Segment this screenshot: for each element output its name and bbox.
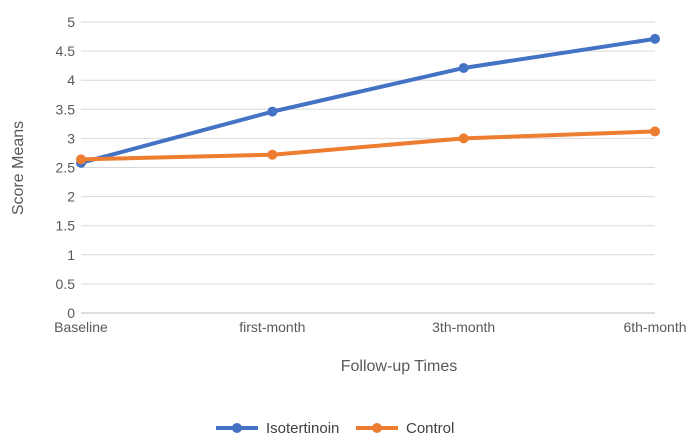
series-line: [79, 36, 657, 165]
series-group: [76, 126, 660, 165]
y-tick-label: 4: [67, 72, 75, 88]
legend-label: Control: [406, 420, 454, 434]
legend-point-marker: [372, 423, 382, 433]
x-axis-ticks: Baseline first-month 3th-month 6th-month: [54, 319, 686, 335]
series-line: [79, 129, 657, 162]
y-tick-label: 4.5: [56, 43, 76, 59]
x-axis-title: Follow-up Times: [341, 358, 457, 375]
legend-item: Control: [356, 420, 454, 434]
y-tick-label: 5: [67, 14, 75, 30]
data-point: [650, 126, 660, 137]
x-tick-label: first-month: [239, 319, 305, 335]
x-tick-label: 3th-month: [432, 319, 495, 335]
legend-item: Isotertinoin: [216, 420, 339, 434]
data-point: [650, 33, 660, 44]
legend-point-marker: [232, 423, 242, 433]
data-point: [267, 106, 278, 117]
data-point: [267, 149, 278, 160]
series-layer: [76, 33, 660, 168]
y-tick-label: 1: [67, 247, 75, 263]
legend: Isotertinoin Control: [216, 420, 454, 434]
legend-label: Isotertinoin: [266, 420, 339, 434]
gridlines: [81, 21, 655, 314]
x-tick-label: 6th-month: [623, 319, 686, 335]
y-tick-label: 0: [67, 305, 75, 321]
y-tick-label: 3.5: [56, 101, 76, 117]
y-tick-label: 3: [67, 130, 75, 146]
y-tick-label: 2: [67, 189, 75, 205]
y-tick-label: 1.5: [56, 218, 76, 234]
data-point: [458, 62, 469, 73]
x-tick-label: Baseline: [54, 319, 108, 335]
data-point: [458, 133, 469, 144]
y-axis-ticks: 0 0.5 1 1.5 2 2.5 3 3.5 4 4.5 5: [56, 14, 76, 321]
y-tick-label: 2.5: [56, 160, 76, 176]
data-point: [76, 154, 86, 165]
y-tick-label: 0.5: [56, 276, 76, 292]
y-axis-title: Score Means: [10, 121, 27, 215]
